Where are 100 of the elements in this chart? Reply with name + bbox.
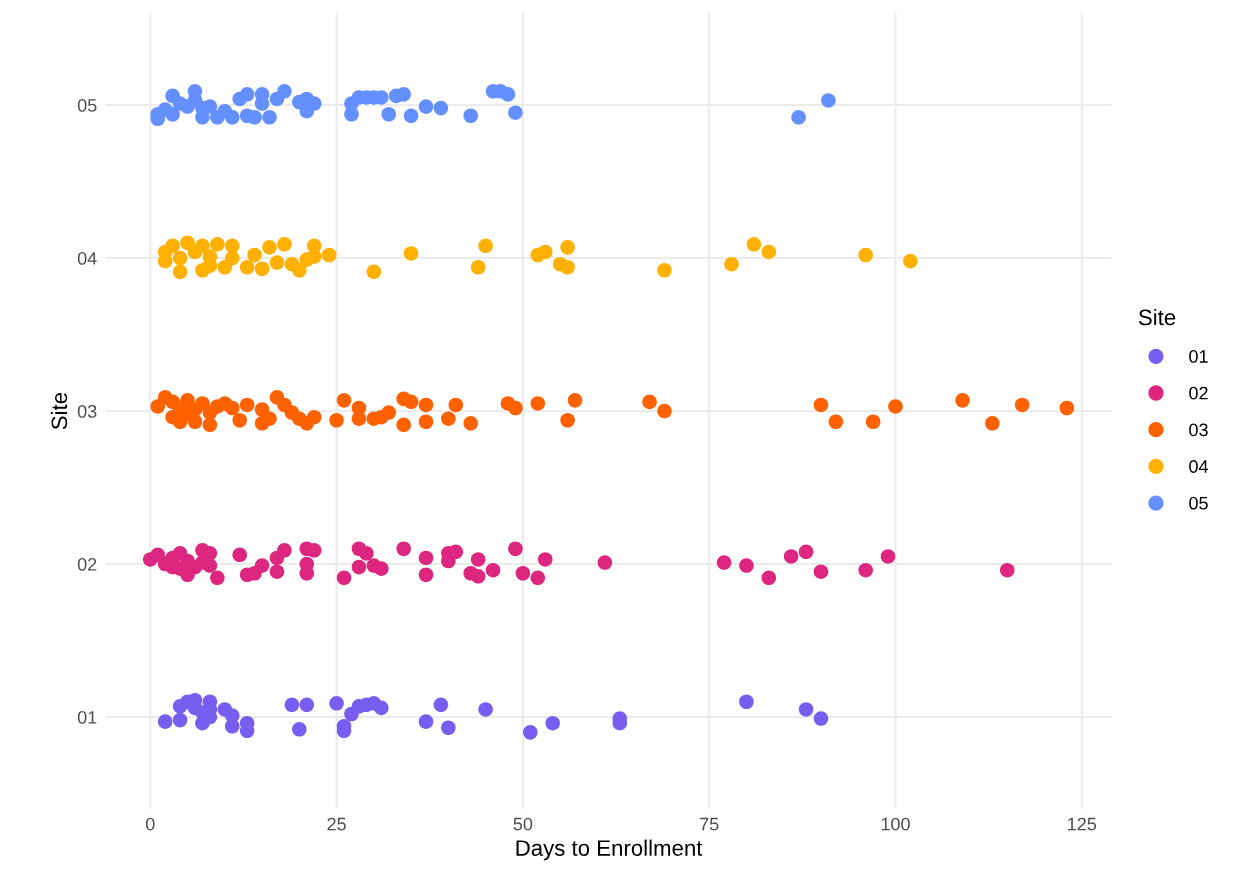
point [254, 261, 270, 277]
point [999, 562, 1015, 578]
point [515, 565, 531, 581]
point [269, 255, 285, 270]
point [761, 244, 777, 260]
point [292, 263, 307, 278]
point [336, 393, 352, 408]
point [657, 403, 672, 419]
point [739, 694, 754, 710]
point [537, 244, 553, 260]
point [716, 555, 732, 570]
point [798, 702, 814, 717]
y-tick-label: 05 [77, 98, 97, 112]
point [500, 87, 516, 102]
point [813, 711, 829, 726]
point [508, 400, 523, 416]
point [403, 246, 419, 261]
point [232, 412, 247, 428]
point [858, 562, 873, 578]
point [403, 108, 419, 124]
point [508, 105, 523, 120]
point [202, 558, 218, 573]
point [232, 547, 247, 563]
point [1059, 400, 1075, 416]
legend-label: 01 [1189, 350, 1208, 363]
point [433, 100, 449, 116]
point [433, 697, 449, 713]
point [366, 264, 382, 280]
point [530, 396, 546, 411]
point [813, 564, 829, 579]
point [418, 99, 434, 114]
point [210, 237, 225, 252]
point [746, 237, 762, 252]
point [485, 562, 501, 578]
point [329, 412, 344, 428]
point [798, 544, 814, 560]
x-axis-title: Days to Enrollment [516, 839, 703, 861]
point [985, 416, 1000, 431]
point [418, 414, 434, 430]
point [567, 393, 583, 408]
point [441, 720, 456, 736]
point [150, 399, 166, 414]
point [224, 250, 240, 266]
point [418, 567, 434, 583]
point [306, 409, 322, 425]
point [470, 259, 486, 275]
point [396, 541, 411, 557]
point [396, 417, 411, 433]
x-tick-label: 0 [145, 817, 155, 831]
point [903, 253, 918, 269]
point [239, 259, 255, 275]
point [299, 697, 315, 713]
point [336, 570, 352, 586]
point [880, 549, 896, 564]
point [761, 570, 777, 586]
legend-label: 05 [1189, 496, 1208, 510]
y-tick-label: 03 [77, 404, 97, 418]
point [1014, 397, 1030, 413]
point [441, 411, 456, 426]
point [470, 552, 486, 567]
point [374, 561, 389, 576]
point [195, 238, 210, 254]
legend-label: 03 [1189, 423, 1208, 437]
point [813, 397, 829, 413]
point [448, 544, 464, 560]
point [791, 110, 806, 125]
point [657, 263, 672, 278]
point [224, 238, 240, 254]
y-tick-label: 04 [77, 251, 97, 265]
point [262, 110, 277, 125]
point [239, 87, 255, 102]
point [321, 247, 337, 263]
point [783, 549, 799, 564]
point [888, 399, 903, 414]
point [560, 412, 575, 428]
x-tick-label: 125 [1068, 817, 1097, 831]
point [277, 84, 292, 99]
point [165, 238, 180, 254]
point [351, 559, 367, 575]
point [418, 550, 434, 566]
point [292, 722, 307, 737]
x-tick-label: 75 [700, 817, 719, 831]
point [224, 400, 240, 416]
point [329, 696, 344, 711]
point [478, 238, 493, 254]
point [262, 411, 277, 426]
point [247, 247, 262, 263]
point [165, 106, 180, 122]
point [172, 264, 188, 280]
point [478, 702, 493, 717]
point [254, 96, 270, 111]
point [157, 714, 173, 729]
point [463, 108, 478, 124]
point [858, 247, 873, 263]
point [530, 570, 546, 586]
point [739, 558, 754, 573]
point [418, 397, 434, 413]
point [277, 237, 292, 252]
point [470, 569, 486, 584]
x-tick-label: 100 [881, 817, 910, 831]
